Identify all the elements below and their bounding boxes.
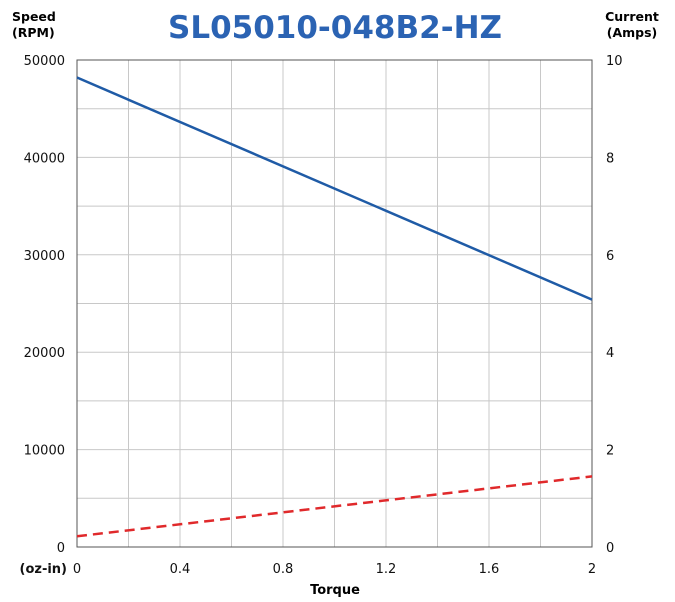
grid-lines [77,60,592,547]
y-left-tick-label: 0 [57,541,65,556]
right-axis-label-line1: Current [605,9,659,24]
y-left-tick-label: 20000 [24,346,65,361]
y-left-tick-label: 50000 [24,54,65,69]
speed-line [76,76,593,301]
x-unit-label: (oz-in) [20,562,68,577]
x-tick-label: 1.6 [479,562,500,577]
tick-labels: 0 0.4 0.8 1.2 1.6 201000020000300004000050000… [24,54,623,577]
x-tick-label: 0.8 [273,562,294,577]
y-right-tick-label: 4 [606,346,614,361]
plot-border [76,59,593,548]
y-right-tick-label: 10 [606,54,623,69]
y-right-tick-label: 2 [606,444,614,459]
chart-title: SL05010-048B2-HZ [168,10,502,46]
plot-frame [76,59,593,548]
left-axis-label-line2: (RPM) [12,25,55,40]
y-right-tick-label: 0 [606,541,614,556]
series-lines [76,76,593,538]
y-right-tick-label: 6 [606,249,614,264]
y-left-tick-label: 10000 [24,444,65,459]
left-axis-label-line1: Speed [12,9,56,24]
y-left-tick-label: 30000 [24,249,65,264]
x-tick-label: 2 [588,562,596,577]
y-right-tick-label: 8 [606,151,614,166]
x-tick-label: 0 [73,562,81,577]
y-left-tick-label: 40000 [24,151,65,166]
x-tick-label: 1.2 [376,562,397,577]
current-line [76,475,593,538]
right-axis-label-line2: (Amps) [607,25,658,40]
x-axis-label: Torque [310,583,360,598]
x-tick-label: 0.4 [170,562,191,577]
